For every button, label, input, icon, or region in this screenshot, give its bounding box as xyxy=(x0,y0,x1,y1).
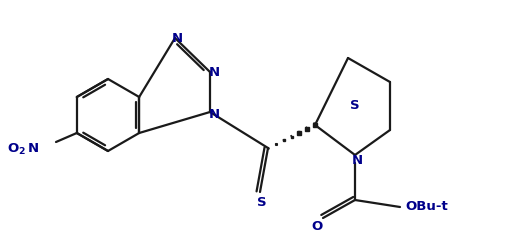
Text: $\mathregular{O_2}$: $\mathregular{O_2}$ xyxy=(7,141,26,157)
Text: N: N xyxy=(208,65,220,78)
Text: N: N xyxy=(208,108,220,120)
Text: N: N xyxy=(351,155,362,168)
Text: N: N xyxy=(28,142,39,155)
Text: O: O xyxy=(312,219,323,232)
Text: S: S xyxy=(257,196,267,209)
Text: N: N xyxy=(171,32,183,45)
Text: S: S xyxy=(350,99,359,111)
Text: OBu-t: OBu-t xyxy=(406,201,449,214)
